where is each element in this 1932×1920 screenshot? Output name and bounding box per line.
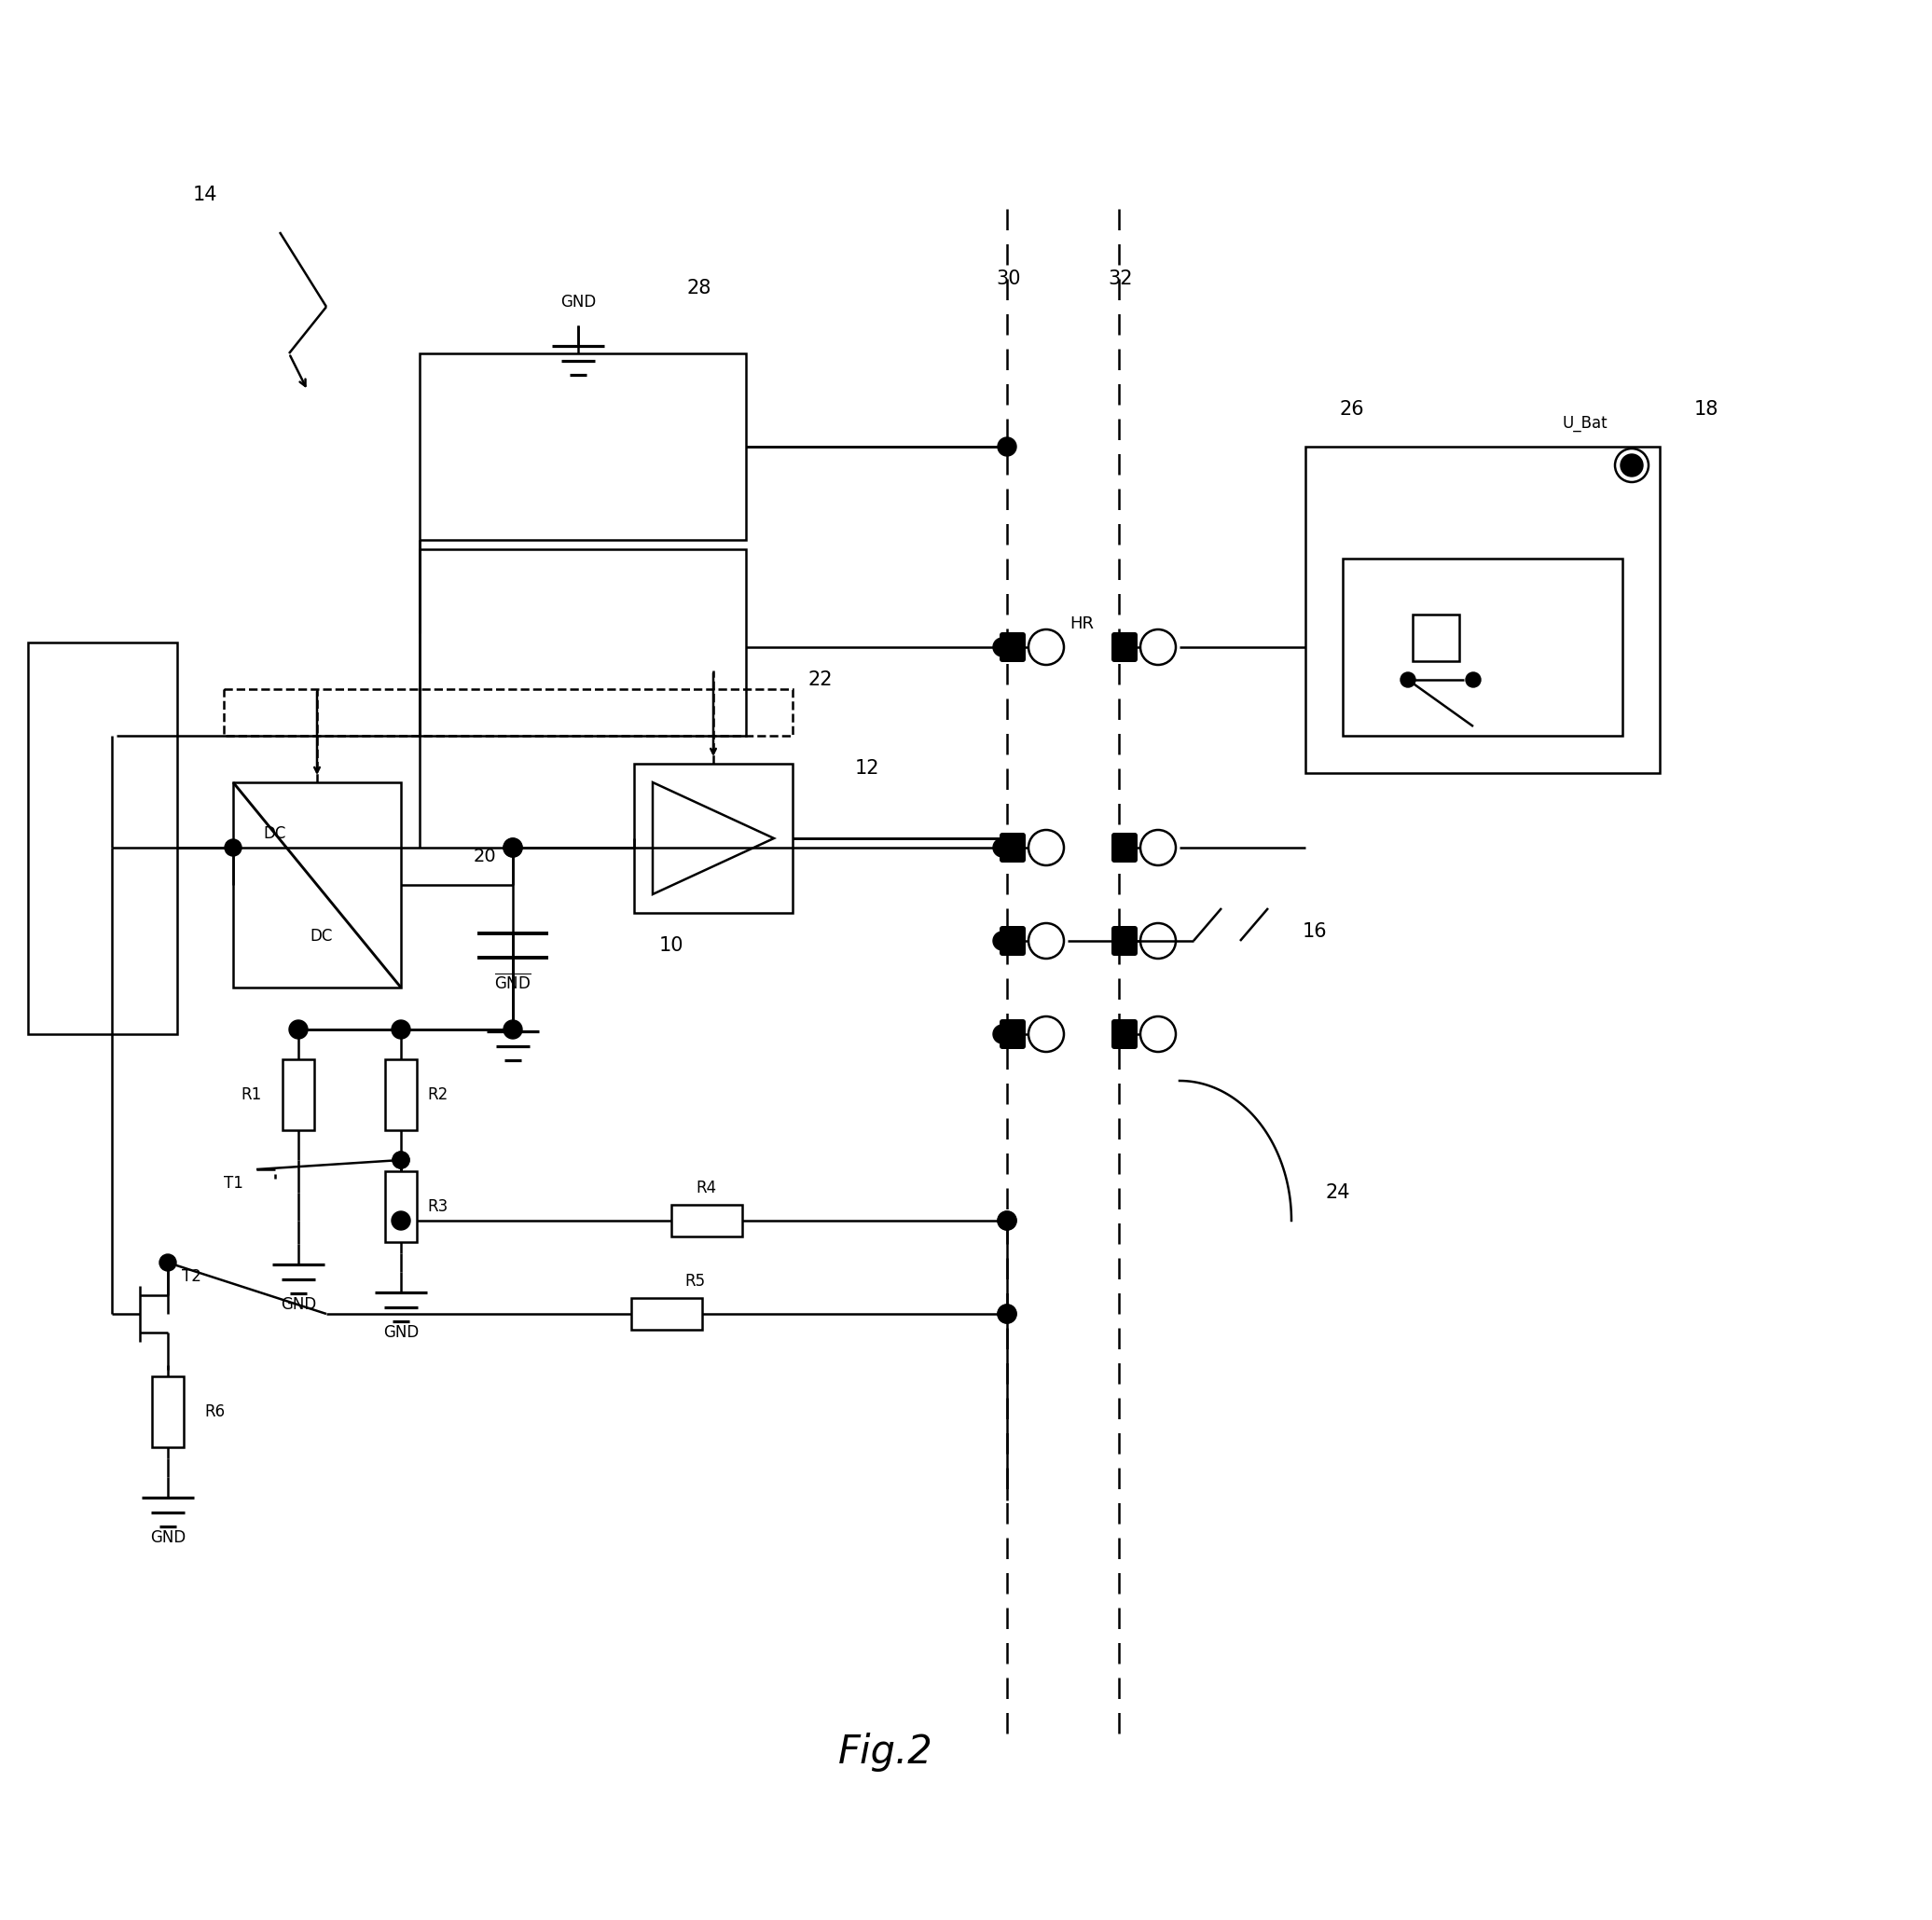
Text: GND: GND: [151, 1530, 185, 1546]
Circle shape: [160, 1254, 176, 1271]
Bar: [419, 549, 746, 735]
Text: 18: 18: [1694, 399, 1719, 419]
Text: U_Bat: U_Bat: [1563, 415, 1607, 432]
Circle shape: [504, 839, 522, 856]
Circle shape: [392, 1152, 410, 1169]
Bar: [153, 1377, 184, 1448]
Circle shape: [993, 839, 1012, 856]
Text: R4: R4: [696, 1179, 717, 1196]
Circle shape: [392, 1020, 410, 1039]
Bar: [419, 353, 746, 540]
Text: 16: 16: [1302, 922, 1327, 941]
Text: GND: GND: [280, 1296, 317, 1313]
Bar: [384, 1060, 417, 1131]
Text: 14: 14: [193, 186, 218, 204]
Text: $\overline{\mathrm{GND}}$: $\overline{\mathrm{GND}}$: [495, 973, 531, 993]
Text: 32: 32: [1109, 269, 1134, 288]
Circle shape: [997, 1304, 1016, 1323]
Text: GND: GND: [383, 1325, 419, 1340]
Text: 22: 22: [808, 670, 833, 689]
FancyBboxPatch shape: [999, 632, 1026, 662]
Bar: [634, 764, 792, 912]
Text: GND: GND: [560, 294, 595, 311]
Text: Fig.2: Fig.2: [838, 1732, 933, 1772]
Bar: [1412, 614, 1459, 660]
FancyBboxPatch shape: [1111, 632, 1138, 662]
Text: R2: R2: [427, 1087, 448, 1104]
Bar: [1343, 559, 1623, 735]
Text: HR: HR: [1070, 616, 1094, 632]
Circle shape: [392, 1212, 410, 1231]
Circle shape: [1466, 672, 1480, 687]
Circle shape: [997, 438, 1016, 455]
FancyBboxPatch shape: [999, 833, 1026, 862]
FancyBboxPatch shape: [1111, 925, 1138, 956]
Text: T2: T2: [182, 1269, 201, 1284]
Circle shape: [1621, 455, 1642, 476]
Circle shape: [993, 931, 1012, 950]
Text: R6: R6: [205, 1404, 224, 1421]
Bar: [384, 1171, 417, 1242]
Bar: [670, 1204, 742, 1236]
Circle shape: [997, 1212, 1016, 1231]
Bar: [27, 643, 178, 1035]
Circle shape: [1401, 672, 1416, 687]
FancyBboxPatch shape: [1111, 1020, 1138, 1048]
Bar: [224, 689, 792, 735]
Bar: [1306, 447, 1660, 774]
Circle shape: [392, 1152, 410, 1169]
Circle shape: [997, 1304, 1016, 1323]
Bar: [234, 781, 402, 987]
Text: DC: DC: [311, 927, 332, 945]
FancyBboxPatch shape: [999, 925, 1026, 956]
Text: R1: R1: [242, 1087, 263, 1104]
Text: 10: 10: [659, 937, 684, 954]
Text: 30: 30: [997, 269, 1022, 288]
Text: R3: R3: [427, 1198, 448, 1215]
FancyBboxPatch shape: [999, 1020, 1026, 1048]
Text: DC: DC: [263, 826, 286, 843]
Text: R5: R5: [684, 1273, 705, 1290]
Bar: [632, 1298, 701, 1331]
Text: 28: 28: [688, 278, 711, 298]
Circle shape: [504, 839, 522, 856]
Text: 20: 20: [473, 849, 497, 866]
Circle shape: [993, 1025, 1012, 1043]
Circle shape: [997, 1212, 1016, 1231]
Circle shape: [993, 637, 1012, 657]
Circle shape: [290, 1020, 307, 1039]
Text: 26: 26: [1339, 399, 1364, 419]
Text: 12: 12: [854, 758, 879, 778]
FancyBboxPatch shape: [1111, 833, 1138, 862]
Text: 24: 24: [1325, 1183, 1350, 1202]
Circle shape: [504, 1020, 522, 1039]
Circle shape: [224, 839, 242, 856]
Bar: [282, 1060, 315, 1131]
Text: T1: T1: [224, 1175, 243, 1192]
